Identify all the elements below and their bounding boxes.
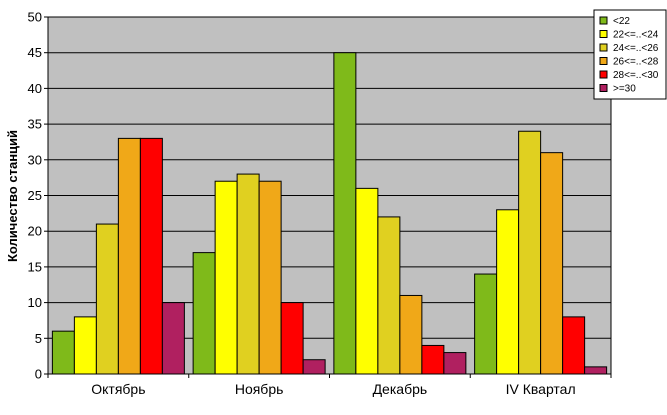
x-category-label: Октябрь bbox=[91, 381, 145, 397]
bar bbox=[73, 316, 97, 375]
legend-swatch bbox=[599, 70, 608, 79]
legend-swatch bbox=[599, 30, 608, 38]
x-category-label: IV Квартал bbox=[506, 381, 576, 397]
x-category-label: Декабрь bbox=[373, 381, 428, 397]
bar bbox=[333, 52, 357, 375]
bar bbox=[496, 209, 520, 375]
y-tick-label: 30 bbox=[28, 152, 42, 167]
bar bbox=[562, 316, 586, 375]
bar bbox=[443, 352, 467, 375]
legend-swatch bbox=[599, 43, 608, 52]
bar bbox=[192, 252, 216, 375]
bar bbox=[117, 137, 141, 375]
legend: <22 22<=..<24 24<=..<26 26<=..<28 28<=..<30 >… bbox=[593, 9, 667, 100]
y-tick-label: 0 bbox=[35, 367, 42, 382]
bar bbox=[355, 187, 379, 375]
legend-label: <22 bbox=[613, 16, 630, 27]
bar bbox=[399, 294, 423, 375]
y-tick-label: 20 bbox=[28, 224, 42, 239]
legend-label: >=30 bbox=[613, 84, 636, 95]
y-tick-label: 15 bbox=[28, 259, 42, 274]
x-axis-categories: Октябрь Ноябрь Декабрь IV Квартал bbox=[47, 374, 612, 397]
legend-label: 22<=..<24 bbox=[613, 30, 659, 41]
bar bbox=[377, 216, 401, 375]
legend-swatch bbox=[599, 16, 608, 25]
legend-swatch bbox=[599, 84, 608, 92]
bar bbox=[139, 137, 163, 375]
y-tick-label: 45 bbox=[28, 45, 42, 60]
bar bbox=[302, 359, 326, 375]
y-axis-label: Количество станций bbox=[5, 130, 20, 262]
y-tick-label: 5 bbox=[35, 331, 42, 346]
legend-swatch bbox=[599, 57, 608, 65]
bar bbox=[421, 344, 445, 375]
y-tick-label: 25 bbox=[28, 188, 42, 203]
x-category-label: Ноябрь bbox=[235, 381, 284, 397]
bar bbox=[518, 130, 542, 375]
y-tick-label: 35 bbox=[28, 117, 42, 132]
bar bbox=[161, 302, 185, 375]
bar bbox=[51, 330, 75, 375]
bar bbox=[236, 173, 260, 375]
bar bbox=[95, 223, 119, 375]
y-axis-ticks: 0 5 10 15 20 25 30 35 40 45 50 bbox=[28, 10, 48, 382]
bar bbox=[474, 273, 498, 375]
bar bbox=[258, 180, 282, 375]
bar bbox=[540, 152, 564, 375]
bar bbox=[214, 180, 238, 375]
y-tick-label: 50 bbox=[28, 10, 42, 25]
legend-label: 24<=..<26 bbox=[613, 43, 659, 54]
bar bbox=[584, 366, 608, 375]
y-tick-label: 40 bbox=[28, 81, 42, 96]
legend-label: 26<=..<28 bbox=[613, 57, 659, 68]
legend-label: 28<=..<30 bbox=[613, 70, 659, 81]
bars bbox=[51, 52, 608, 375]
bar bbox=[280, 302, 304, 375]
y-tick-label: 10 bbox=[28, 295, 42, 310]
